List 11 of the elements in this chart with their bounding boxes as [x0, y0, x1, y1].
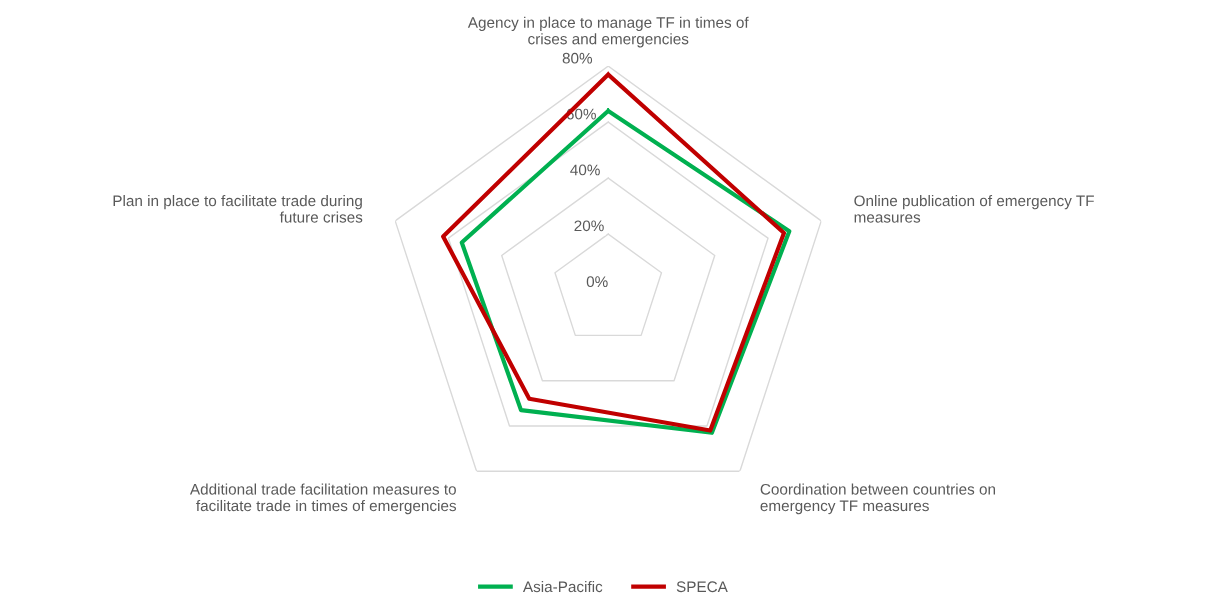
spoke-label: Online publication of emergency TF measures [854, 195, 1094, 223]
legend-label: SPECA [676, 581, 728, 593]
spoke-label: Coordination between countries on emergency TF measures [760, 483, 996, 515]
spoke-label: Agency in place to manage TF in times of crises and emergencies [467, 16, 749, 48]
y-tick-label: 0% [586, 276, 608, 288]
legend-label: Asia-Pacific [522, 580, 603, 593]
spoke-label: Plan in place to facilitate trade during future crises [113, 195, 363, 223]
y-tick-label: 40% [570, 164, 600, 176]
spoke-label: Additional trade facilitation measures to facilitate trade in times of emergencies [189, 483, 457, 515]
y-tick-label: 20% [574, 220, 604, 232]
y-tick-label: 80% [562, 52, 593, 64]
